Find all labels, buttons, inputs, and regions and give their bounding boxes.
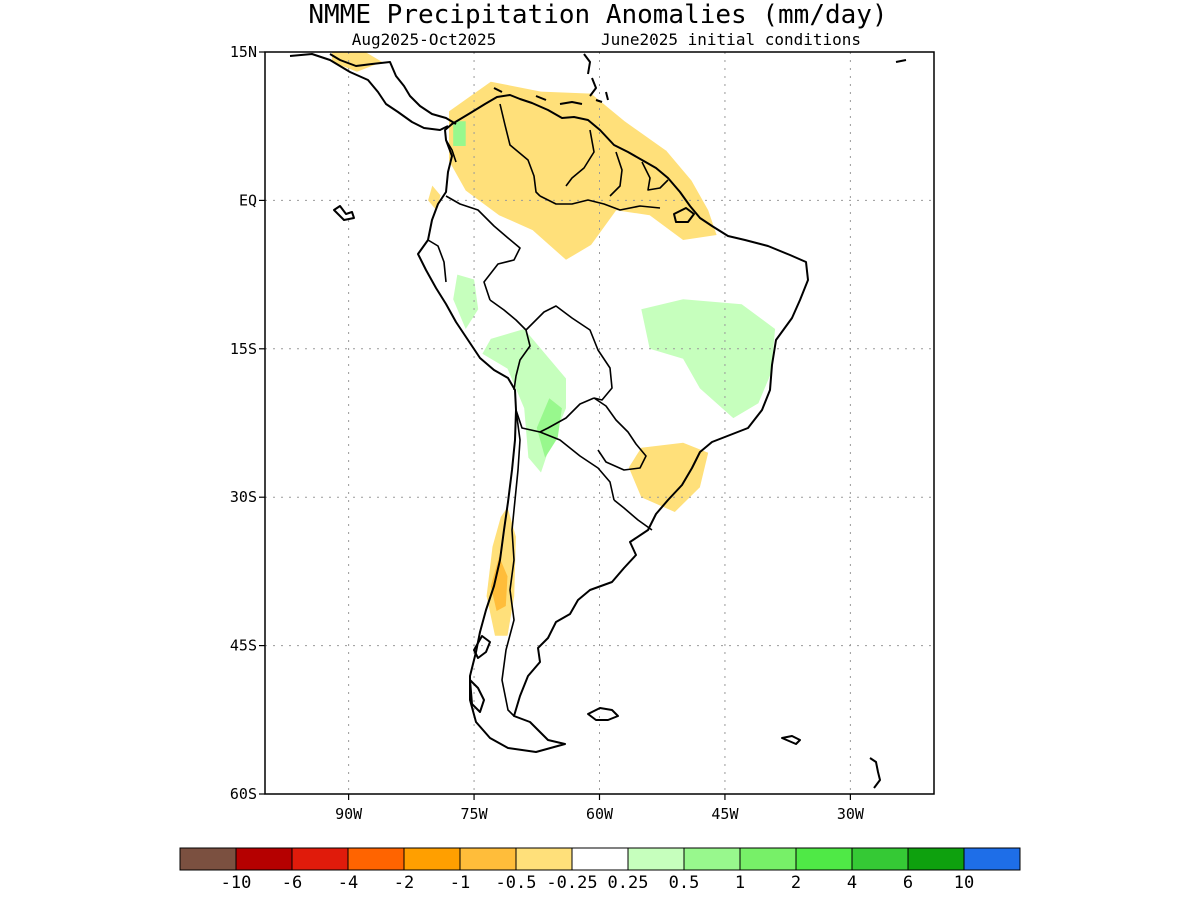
colorbar-label: -4 — [338, 873, 358, 893]
galapagos-coastline — [333, 205, 355, 221]
colorbar-swatch — [571, 847, 629, 871]
colorbar-label: -10 — [221, 873, 252, 893]
lat-tick-label: 15N — [230, 43, 257, 61]
colombia-venezuela-border — [499, 103, 541, 197]
colorbar-swatch — [403, 847, 461, 871]
venezuela-guyana-border — [565, 129, 595, 187]
anomaly-region-chile-central-dry-core — [490, 556, 508, 611]
colorbar-label: 0.5 — [669, 873, 700, 893]
marajo-island-coastline — [673, 207, 695, 223]
chile-fjords-coastline — [469, 635, 491, 713]
lon-tick-label: 60W — [586, 805, 614, 823]
colorbar-swatch — [627, 847, 685, 871]
argentina-paraguay-border — [539, 431, 615, 501]
colorbar-label: 10 — [954, 873, 974, 893]
colorbar-label: 0.25 — [608, 873, 649, 893]
suriname-guiana-border — [641, 161, 669, 191]
anomaly-region-southern-brazil-dry — [628, 442, 709, 512]
uruguay-border — [613, 499, 653, 531]
coastlines — [289, 53, 907, 789]
south-georgia-coastline — [781, 735, 801, 745]
colorbar-label: -6 — [282, 873, 302, 893]
brazil-north-border — [539, 195, 661, 211]
guyana-suriname-border — [609, 151, 623, 197]
colorbar — [179, 847, 1021, 871]
colorbar-label: -1 — [450, 873, 470, 893]
colorbar-label: 6 — [903, 873, 913, 893]
colorbar-swatch — [515, 847, 573, 871]
bolivia-brazil-border — [525, 305, 613, 401]
colorbar-swatch — [851, 847, 909, 871]
colorbar-label: -0.25 — [546, 873, 597, 893]
colorbar-swatch — [459, 847, 517, 871]
colorbar-swatch — [291, 847, 349, 871]
colorbar-label: 2 — [791, 873, 801, 893]
latitude-tick-labels: 15N EQ 15S 30S 45S 60S — [230, 43, 265, 803]
colorbar-label: 1 — [735, 873, 745, 893]
anomaly-layer — [331, 52, 776, 636]
falklands-coastline — [587, 707, 619, 721]
lat-tick-label: 15S — [230, 340, 257, 358]
lat-tick-label: 45S — [230, 637, 257, 655]
initial-conditions: June2025 initial conditions — [601, 30, 861, 49]
forecast-period: Aug2025-Oct2025 — [352, 30, 497, 49]
colorbar-label: -0.5 — [496, 873, 537, 893]
lon-tick-label: 30W — [837, 805, 865, 823]
colorbar-swatch — [963, 847, 1021, 871]
lat-tick-label: 60S — [230, 785, 257, 803]
ecuador-peru-border — [427, 239, 447, 283]
colorbar-swatch — [739, 847, 797, 871]
colorbar-swatch — [179, 847, 237, 871]
lon-tick-label: 90W — [335, 805, 363, 823]
paraguay-brazil-border — [593, 397, 647, 471]
colorbar-swatch — [795, 847, 853, 871]
anomaly-region-peru-andes-wet — [453, 274, 479, 329]
panama-colombia-border — [445, 139, 457, 163]
anomaly-region-central-america-dry — [331, 52, 383, 72]
colorbar-swatch — [235, 847, 293, 871]
lat-tick-label: EQ — [239, 191, 257, 209]
country-borders — [427, 103, 669, 717]
argentina-chile-border — [501, 409, 521, 717]
map-panel — [264, 51, 935, 795]
colorbar-swatch — [907, 847, 965, 871]
caribbean-islands-coastline — [493, 53, 907, 105]
anomaly-region-eastern-brazil-wet — [641, 299, 776, 419]
colorbar-label: -2 — [394, 873, 414, 893]
south-america-coastline — [417, 94, 809, 753]
central-america-coastline — [289, 53, 457, 131]
sandwich-islands-coastline — [869, 757, 881, 789]
lat-tick-label: 30S — [230, 488, 257, 506]
bolivia-paraguay-border — [515, 397, 595, 433]
colorbar-swatch — [347, 847, 405, 871]
peru-brazil-bolivia-border — [489, 299, 531, 391]
lon-tick-label: 45W — [711, 805, 739, 823]
lon-tick-label: 75W — [461, 805, 489, 823]
figure-title: NMME Precipitation Anomalies (mm/day) — [308, 0, 887, 30]
longitude-tick-labels: 90W 75W 60W 45W 30W — [335, 794, 865, 823]
colorbar-label: 4 — [847, 873, 857, 893]
anomaly-region-north-south-america-dry — [449, 81, 717, 260]
colombia-peru-border — [445, 195, 521, 301]
anomaly-region-colombia-pacific-wet — [453, 121, 466, 146]
colorbar-swatch — [683, 847, 741, 871]
colorbar-labels: -10 -6 -4 -2 -1 -0.5 -0.25 0.25 0.5 1 2 4 6 10 — [221, 873, 975, 893]
